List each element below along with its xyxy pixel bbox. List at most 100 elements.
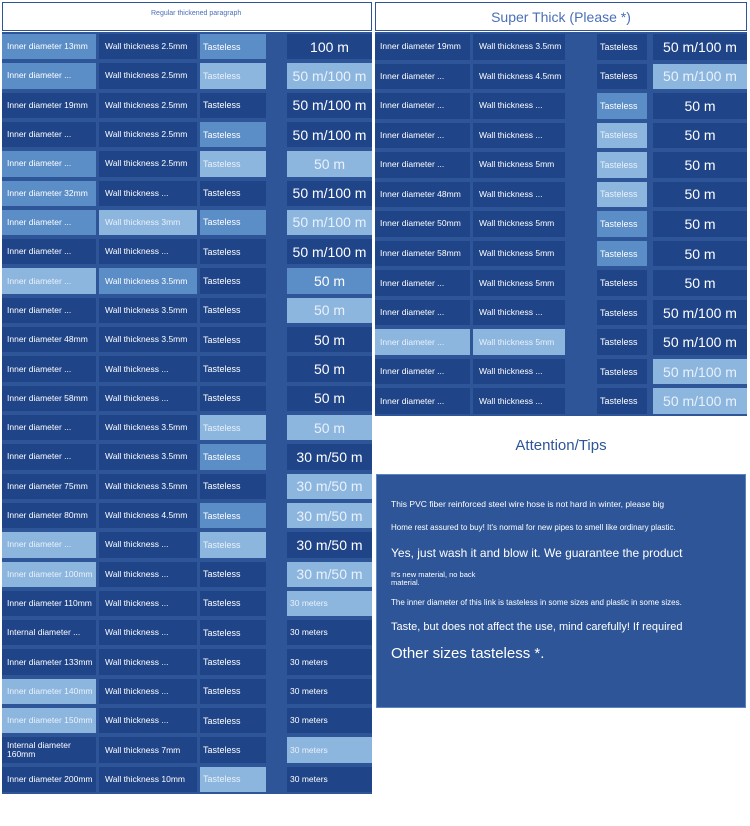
length-cell: 50 m [287, 415, 372, 441]
table-row: Inner diameter ... Wall thickness 3.5mm Ta… [2, 413, 372, 442]
taste-cell: Tasteless [200, 268, 266, 294]
inner-diameter-cell: Inner diameter 19mm [2, 92, 96, 118]
table-row: Internal diameter ... Wall thickness ... T… [2, 618, 372, 647]
taste-cell: Tasteless [597, 270, 647, 296]
length-cell: 30 meters [287, 766, 372, 792]
wall-thickness-cell: Wall thickness 3.5mm [99, 327, 197, 353]
taste-cell: Tasteless [200, 590, 266, 617]
wall-thickness-cell: Wall thickness ... [99, 356, 197, 382]
wall-thickness-cell: Wall thickness 2.5mm [99, 34, 197, 60]
table-row: Inner diameter 140mm Wall thickness ... Ta… [2, 677, 372, 706]
right-section-header: Super Thick (Please *) [375, 2, 747, 31]
length-cell: 30 meters [287, 678, 372, 705]
inner-diameter-cell: Inner diameter ... [375, 270, 470, 296]
wall-thickness-cell: Wall thickness ... [99, 708, 197, 734]
wall-thickness-cell: Wall thickness ... [473, 122, 565, 149]
wall-thickness-cell: Wall thickness ... [99, 561, 197, 587]
length-cell: 50 m [653, 152, 747, 178]
wall-thickness-cell: Wall thickness ... [473, 358, 565, 385]
table-row: Inner diameter 50mm Wall thickness 5mm Tas… [375, 209, 747, 239]
taste-cell: Tasteless [200, 766, 266, 792]
inner-diameter-cell: Inner diameter ... [2, 151, 96, 177]
taste-cell: Tasteless [200, 92, 266, 118]
inner-diameter-cell: Inner diameter 19mm [375, 34, 470, 60]
table-row: Inner diameter ... Wall thickness 3.5mm Ta… [2, 266, 372, 295]
wall-thickness-cell: Wall thickness ... [99, 678, 197, 705]
length-cell: 50 m [653, 211, 747, 237]
taste-cell: Tasteless [200, 356, 266, 382]
taste-cell: Tasteless [597, 122, 647, 149]
table-row: Inner diameter ... Wall thickness 5mm Tast… [375, 327, 747, 357]
taste-cell: Tasteless [200, 151, 266, 177]
taste-cell: Tasteless [597, 152, 647, 178]
inner-diameter-cell: Inner diameter ... [2, 415, 96, 441]
wall-thickness-cell: Wall thickness ... [473, 181, 565, 208]
length-cell: 50 m/100 m [653, 329, 747, 355]
wall-thickness-cell: Wall thickness 3.5mm [473, 34, 565, 60]
taste-cell: Tasteless [200, 415, 266, 441]
table-row: Inner diameter ... Wall thickness ... Tast… [2, 530, 372, 559]
table-row: Inner diameter 58mm Wall thickness ... Tas… [2, 384, 372, 413]
wall-thickness-cell: Wall thickness ... [99, 239, 197, 265]
inner-diameter-cell: Inner diameter ... [375, 299, 470, 326]
wall-thickness-cell: Wall thickness 7mm [99, 737, 197, 763]
inner-diameter-cell: Inner diameter 200mm [2, 766, 96, 792]
taste-cell: Tasteless [200, 620, 266, 646]
wall-thickness-cell: Wall thickness ... [99, 620, 197, 646]
inner-diameter-cell: Inner diameter ... [2, 297, 96, 324]
inner-diameter-cell: Internal diameter 160mm [2, 737, 96, 763]
wall-thickness-cell: Wall thickness 5mm [473, 152, 565, 178]
wall-thickness-cell: Wall thickness 2.5mm [99, 151, 197, 177]
inner-diameter-cell: Inner diameter ... [375, 122, 470, 149]
tip-line: Yes, just wash it and blow it. We guaran… [391, 546, 683, 560]
taste-cell: Tasteless [597, 388, 647, 414]
taste-cell: Tasteless [200, 34, 266, 60]
wall-thickness-cell: Wall thickness 5mm [473, 240, 565, 267]
inner-diameter-cell: Inner diameter 58mm [375, 240, 470, 267]
taste-cell: Tasteless [597, 181, 647, 208]
taste-cell: Tasteless [200, 708, 266, 734]
wall-thickness-cell: Wall thickness 3.5mm [99, 297, 197, 324]
wall-thickness-cell: Wall thickness ... [473, 93, 565, 119]
taste-cell: Tasteless [200, 444, 266, 470]
left-section-title: Regular thickened paragraph [151, 10, 242, 17]
wall-thickness-cell: Wall thickness 4.5mm [99, 502, 197, 529]
table-row: Inner diameter 19mm Wall thickness 3.5mm T… [375, 32, 747, 62]
length-cell: 30 meters [287, 737, 372, 763]
inner-diameter-cell: Inner diameter 100mm [2, 561, 96, 587]
taste-cell: Tasteless [200, 678, 266, 705]
taste-cell: Tasteless [200, 297, 266, 324]
inner-diameter-cell: Inner diameter 50mm [375, 211, 470, 237]
length-cell: 50 m [653, 240, 747, 267]
wall-thickness-cell: Wall thickness 5mm [473, 211, 565, 237]
length-cell: 100 m [287, 34, 372, 60]
table-row: Inner diameter ... Wall thickness 4.5mm Ta… [375, 62, 747, 92]
table-row: Inner diameter 80mm Wall thickness 4.5mm T… [2, 501, 372, 530]
inner-diameter-cell: Inner diameter 80mm [2, 502, 96, 529]
table-row: Inner diameter 58mm Wall thickness 5mm Tas… [375, 239, 747, 269]
taste-cell: Tasteless [200, 649, 266, 675]
table-row: Inner diameter 150mm Wall thickness ... Ta… [2, 706, 372, 735]
taste-cell: Tasteless [200, 385, 266, 411]
wall-thickness-cell: Wall thickness 5mm [473, 329, 565, 355]
inner-diameter-cell: Inner diameter ... [375, 93, 470, 119]
length-cell: 50 m [653, 270, 747, 296]
length-cell: 50 m/100 m [653, 388, 747, 414]
table-row: Inner diameter 48mm Wall thickness ... Tas… [375, 180, 747, 210]
table-row: Inner diameter 100mm Wall thickness ... Ta… [2, 560, 372, 589]
wall-thickness-cell: Wall thickness ... [99, 532, 197, 558]
table-row: Inner diameter 133mm Wall thickness ... Ta… [2, 647, 372, 676]
length-cell: 50 m/100 m [653, 34, 747, 60]
taste-cell: Tasteless [597, 63, 647, 90]
taste-cell: Tasteless [597, 211, 647, 237]
length-cell: 30 m/50 m [287, 473, 372, 499]
inner-diameter-cell: Inner diameter ... [2, 239, 96, 265]
wall-thickness-cell: Wall thickness 3.5mm [99, 268, 197, 294]
inner-diameter-cell: Inner diameter ... [2, 121, 96, 148]
length-cell: 30 m/50 m [287, 532, 372, 558]
length-cell: 50 m [287, 297, 372, 324]
inner-diameter-cell: Inner diameter ... [375, 388, 470, 414]
taste-cell: Tasteless [200, 561, 266, 587]
inner-diameter-cell: Inner diameter ... [2, 63, 96, 89]
length-cell: 50 m/100 m [653, 63, 747, 90]
